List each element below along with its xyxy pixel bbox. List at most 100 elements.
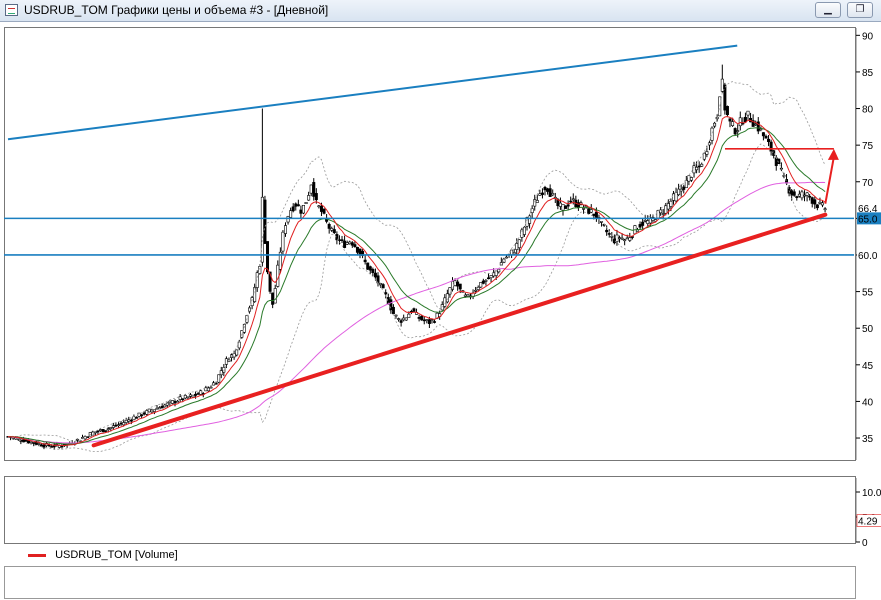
candle-body — [543, 186, 547, 191]
candle-body — [163, 404, 167, 408]
candle-body — [569, 200, 573, 203]
candle-body — [813, 199, 817, 205]
price-chart-panel[interactable] — [4, 27, 856, 461]
candle-body — [772, 150, 776, 156]
candle-body — [402, 317, 406, 321]
candle-body — [546, 188, 550, 192]
candle-body — [96, 430, 100, 433]
candle-body — [129, 419, 133, 422]
candle-body — [643, 219, 647, 222]
candle-body — [679, 188, 683, 192]
candle-body — [268, 271, 272, 292]
candle-body — [91, 431, 95, 436]
candle-body — [322, 209, 326, 214]
candle-body — [281, 231, 285, 252]
candle-body — [728, 118, 732, 122]
candle-body — [528, 215, 532, 224]
candle-body — [145, 410, 149, 415]
candle-body — [104, 430, 108, 432]
volume-chart-panel[interactable] — [4, 476, 856, 544]
candle-body — [677, 188, 681, 195]
candle-body — [291, 206, 295, 212]
candle-body — [111, 425, 115, 428]
candle-body — [669, 200, 673, 207]
price-tick-label: 55 — [862, 288, 874, 299]
candle-body — [397, 318, 401, 320]
volume-tick-label: 10.0 — [862, 488, 881, 499]
candle-body — [564, 205, 568, 209]
support-trend-line[interactable] — [91, 212, 828, 448]
candle-body — [628, 237, 632, 241]
candle-body — [697, 165, 701, 168]
candle-body — [764, 135, 768, 139]
candle-body — [155, 407, 159, 410]
candle-body — [700, 163, 704, 167]
candle-body — [319, 205, 323, 212]
candle-body — [327, 224, 331, 229]
candle-body — [810, 197, 814, 204]
candle-body — [394, 314, 398, 317]
candle-body — [548, 188, 552, 197]
candle-body — [314, 193, 318, 201]
candle-body — [607, 233, 611, 235]
candle-body — [767, 138, 771, 142]
candle-body — [733, 128, 737, 135]
candle-body — [183, 395, 187, 399]
candle-body — [420, 315, 424, 321]
candle-body — [456, 281, 460, 287]
fast-moving-average-line — [7, 115, 826, 446]
candle-body — [127, 419, 131, 422]
candle-body — [821, 202, 825, 206]
candle-body — [486, 277, 490, 280]
candle-body — [463, 294, 467, 297]
candle-body — [656, 210, 660, 219]
candle-body — [114, 424, 118, 427]
candle-body — [558, 202, 562, 207]
candle-body — [481, 280, 485, 284]
candle-body — [561, 204, 565, 211]
resistance-channel-line[interactable] — [7, 44, 738, 141]
candle-body — [638, 224, 642, 228]
candle-body — [227, 359, 231, 362]
bollinger-upper-line — [7, 81, 826, 442]
price-marker-label: 65.0 — [858, 214, 878, 225]
candle-body — [363, 259, 367, 263]
price-tick-label: 45 — [862, 361, 874, 372]
candle-body — [713, 122, 717, 127]
candle-body — [340, 239, 344, 241]
restore-button[interactable]: ❐ — [847, 2, 873, 18]
candle-body — [682, 186, 686, 190]
title-bar: USDRUB_TOM Графики цены и объема #3 - [Д… — [0, 0, 881, 22]
bollinger-lower-line — [7, 143, 826, 453]
candle-body — [368, 266, 372, 271]
minimize-button[interactable]: ▁ — [815, 2, 841, 18]
candle-body — [196, 393, 200, 395]
date-axis[interactable] — [4, 566, 856, 599]
price-tick-label: 80 — [862, 105, 874, 116]
candle-body — [433, 321, 437, 323]
legend: USDRUB_TOM [Volume] — [28, 549, 178, 563]
candle-body — [158, 407, 162, 410]
candle-body — [50, 446, 54, 448]
candle-body — [194, 393, 198, 396]
target-arrow-shaft[interactable] — [824, 156, 835, 204]
candle-body — [497, 269, 501, 273]
volume-marker-label: 4.29 — [858, 517, 878, 528]
candle-body — [122, 422, 126, 426]
candle-body — [589, 209, 593, 213]
candle-body — [440, 304, 444, 311]
candle-body — [751, 120, 755, 127]
candle-body — [517, 239, 521, 248]
candle-body — [618, 237, 622, 239]
candle-body — [147, 408, 151, 413]
candle-body — [795, 196, 799, 198]
candle-body — [512, 252, 516, 255]
candle-body — [399, 320, 403, 323]
candle-body — [731, 121, 735, 126]
candle-body — [610, 235, 614, 238]
candle-body — [109, 427, 113, 429]
price-marker-label: 66.4 — [858, 204, 878, 215]
candle-body — [515, 243, 519, 250]
candle-body — [615, 234, 619, 242]
